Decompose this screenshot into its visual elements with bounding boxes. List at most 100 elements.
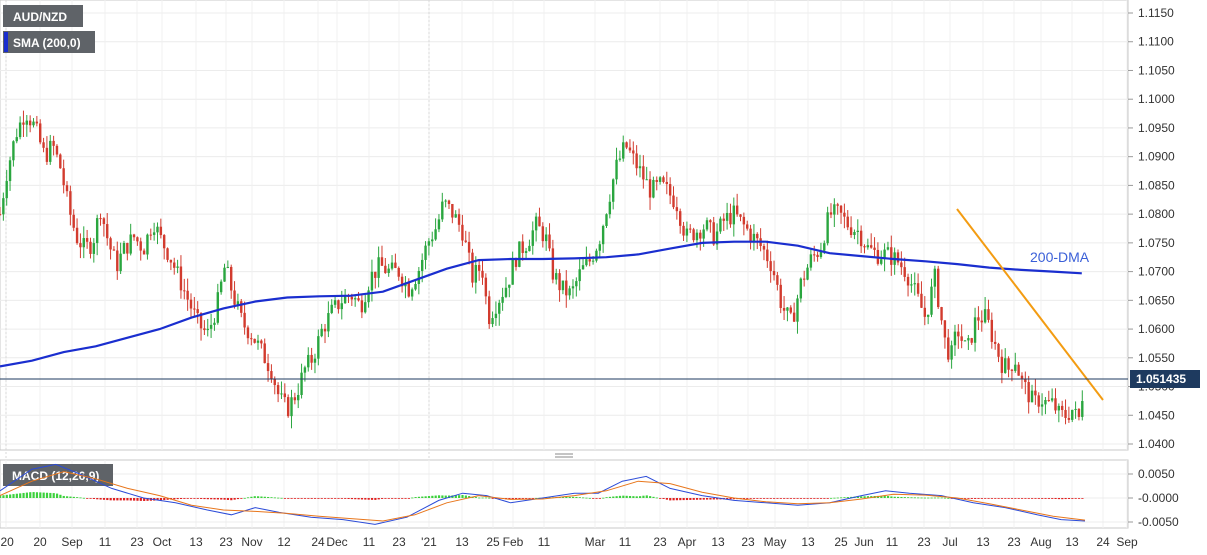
candle	[943, 320, 947, 349]
candle	[940, 306, 943, 325]
time-tick-label: 23	[130, 535, 144, 549]
macd-bar	[122, 498, 126, 501]
macd-bar	[823, 498, 826, 499]
candle	[906, 273, 910, 297]
macd-bar	[401, 498, 404, 499]
candle	[32, 118, 35, 128]
candle	[226, 260, 230, 269]
macd-bar	[706, 498, 709, 500]
macd-bar	[655, 497, 658, 499]
macd-bar	[582, 497, 585, 499]
macd-bar	[846, 497, 849, 498]
macd-bar	[243, 497, 246, 499]
price-tick-label: 1.0450	[1138, 408, 1175, 422]
candle	[611, 178, 615, 210]
candle	[846, 210, 849, 231]
macd-bar	[994, 498, 997, 499]
time-tick-label: 23	[741, 535, 755, 549]
macd-bar	[799, 498, 803, 499]
macd-bar	[716, 498, 719, 500]
candle	[1044, 397, 1047, 415]
candle	[1057, 403, 1061, 423]
macd-bar	[280, 497, 283, 499]
macd-bar	[99, 498, 102, 500]
macd-bar	[414, 497, 417, 498]
macd-bar	[35, 492, 39, 498]
candle	[1017, 362, 1020, 376]
candle	[642, 155, 645, 189]
candle	[173, 257, 176, 275]
macd-bar	[200, 498, 203, 499]
candle	[99, 213, 102, 226]
macd-bar	[746, 498, 749, 499]
macd-bar	[250, 496, 253, 498]
candle	[290, 389, 293, 429]
candle	[598, 240, 601, 257]
candle	[142, 248, 146, 255]
candle	[853, 229, 856, 240]
candle	[12, 140, 15, 167]
candle	[92, 238, 96, 263]
macd-bar	[980, 498, 983, 499]
candle	[481, 260, 484, 285]
svg-text:SMA (200,0): SMA (200,0)	[13, 36, 81, 50]
macd-bar	[337, 498, 340, 499]
candle	[953, 324, 957, 356]
candle	[297, 383, 300, 409]
macd-bar	[300, 498, 303, 499]
macd-bar	[571, 496, 575, 498]
macd-bar	[592, 498, 595, 499]
candle	[270, 364, 273, 383]
macd-bar	[1034, 498, 1037, 499]
candle	[595, 248, 598, 263]
macd-bar	[146, 498, 149, 501]
macd-bar	[69, 496, 72, 498]
macd-bar	[769, 498, 772, 499]
macd-bar	[441, 495, 444, 498]
macd-bar	[364, 498, 367, 500]
macd-bar	[528, 498, 531, 499]
candle	[1047, 390, 1050, 402]
candle	[129, 223, 132, 256]
candle	[357, 291, 360, 302]
macd-bar	[347, 498, 350, 499]
macd-bar	[1020, 498, 1024, 499]
candle	[374, 271, 377, 289]
candle	[1007, 356, 1010, 378]
macd-bar	[1000, 498, 1004, 499]
candle	[722, 213, 725, 231]
candle	[484, 273, 488, 305]
macd-bar	[270, 497, 273, 499]
macd-bar	[213, 498, 216, 500]
candle	[126, 242, 129, 261]
candle	[1064, 399, 1067, 425]
candle	[457, 208, 461, 232]
time-axis: '2020Sep1123Oct1323Nov1224Dec1123'211325…	[0, 535, 1138, 549]
macd-axis: 0.0050 -0.0000 -0.0050	[1128, 467, 1179, 529]
macd-bar	[829, 497, 833, 499]
macd-bar	[1051, 498, 1054, 499]
candle	[169, 259, 173, 271]
candle	[863, 244, 866, 254]
panel-splitter-handle[interactable]	[555, 453, 573, 458]
macd-bar	[230, 498, 233, 501]
candle	[662, 175, 665, 184]
macd-bar	[183, 498, 186, 499]
candle	[25, 115, 29, 137]
macd-bar	[635, 496, 638, 498]
time-tick-label: Jun	[854, 535, 873, 549]
macd-bar	[404, 498, 407, 499]
macd-bar	[42, 492, 45, 498]
candle	[762, 243, 766, 261]
candle	[474, 256, 478, 294]
candle	[494, 301, 498, 326]
macd-bar	[317, 498, 320, 499]
macd-bar	[628, 495, 632, 498]
candle	[454, 210, 457, 218]
macd-bar	[481, 497, 484, 499]
candle	[786, 307, 789, 322]
macd-bar	[39, 492, 42, 498]
macd-bar	[72, 496, 75, 498]
macd-bar	[1061, 498, 1064, 500]
candle	[508, 284, 511, 298]
